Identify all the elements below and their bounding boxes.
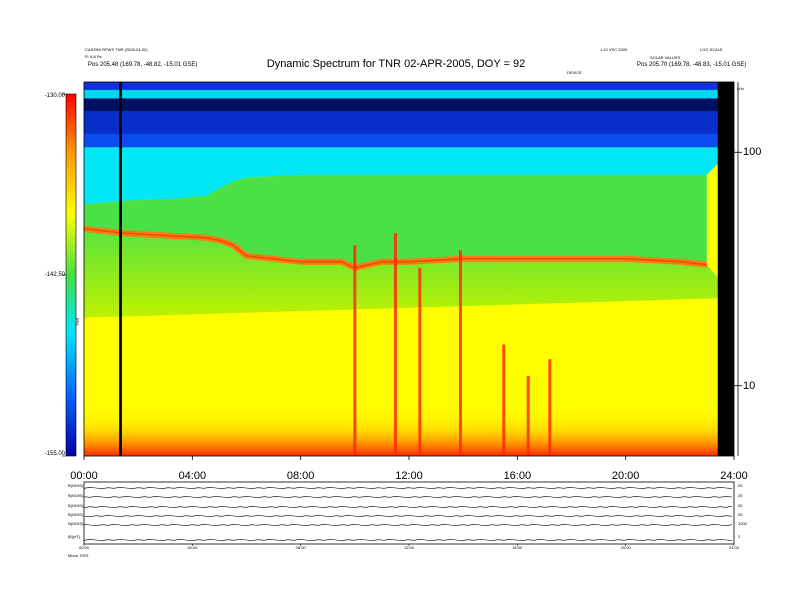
spectrum-top-navy — [84, 98, 734, 112]
header-center-small: DEVICE — [567, 70, 582, 75]
spike-6 — [548, 359, 552, 456]
panel-label-right-5: 1000 — [738, 521, 747, 526]
header-right-line-3: SOLAR VALUES — [650, 55, 681, 60]
header-right-line-4: Pos 205.70 (169.78, -48.83, -15.01 GSE) — [637, 62, 747, 68]
spectrum-top-cyan-stripe — [84, 89, 734, 99]
spectrum-top-blue — [84, 82, 734, 90]
x-tick-24: 24:00 — [720, 470, 748, 482]
bottom-x-tick-20: 20:00 — [620, 545, 631, 550]
header-left-line-1: CASSINI RPWS TNR (2005-04-02) — [85, 47, 148, 52]
bottom-x-ticks — [83, 544, 735, 546]
panel-label-left-6: |B|(nT) — [68, 534, 81, 539]
header-left-line-2: R: 8.8 Rs — [85, 54, 102, 59]
x-tick-00: 00:00 — [70, 470, 98, 482]
chart-title: Dynamic Spectrum for TNR 02-APR-2005, DO… — [266, 58, 526, 70]
x-tick-04: 04:00 — [178, 470, 207, 482]
spike-1 — [393, 233, 397, 456]
x-tick-16: 16:00 — [503, 470, 532, 482]
bottom-x-tick-04: 04:00 — [187, 545, 198, 550]
panel-label-right-4: 25 — [738, 512, 743, 517]
x-ticks — [83, 456, 735, 460]
spike-0 — [353, 245, 357, 456]
colorbar-tick-top: -130.00 — [44, 93, 65, 99]
panel-label-right-1: 25 — [738, 483, 743, 488]
panel-trace-4 — [83, 523, 733, 527]
spectrum-orange-band-core — [83, 228, 707, 269]
x-tick-12: 12:00 — [395, 470, 423, 482]
panel-label-right-6: 2 — [738, 534, 741, 539]
spike-2 — [418, 267, 422, 456]
header-right-line-1: 1.10 VEC 2005 — [600, 47, 628, 52]
freq-tick-10: 10 — [743, 379, 756, 392]
freq-tick-100: 100 — [743, 146, 762, 159]
panel-trace-3 — [83, 514, 733, 518]
panel-trace-0 — [83, 486, 733, 490]
panel-label-left-3: B(NOIS) — [68, 503, 84, 508]
spike-3 — [458, 250, 462, 456]
x-tick-20: 20:00 — [611, 470, 640, 482]
panel-trace-2 — [83, 505, 733, 509]
panel-trace-1 — [83, 495, 733, 499]
header-left-line-3: Pos 205.48 (169.78, -48.82, -15.01 GSE) — [88, 62, 198, 68]
data-gap-1 — [717, 82, 734, 456]
frequency-unit: kHz — [737, 86, 744, 91]
bottom-x-tick-00: 00:00 — [78, 545, 90, 550]
panel-label-right-3: 25 — [738, 503, 743, 508]
bottom-x-tick-12: 12:00 — [403, 545, 415, 550]
spectrum-low-frequency-red — [84, 401, 734, 456]
spectrum-plot — [83, 82, 734, 456]
colorbar-tick-mid: -142.50 — [44, 272, 65, 278]
panel-label-left-4: B(NOIS) — [68, 512, 84, 517]
header-right-line-2: LOG SCALE — [700, 47, 723, 52]
bottom-panel-traces — [83, 486, 733, 542]
panel-label-left-1: B(NOIS) — [68, 483, 84, 488]
bottom-footer: Mbon. ERS — [68, 553, 89, 558]
panel-label-right-2: 25 — [738, 493, 743, 498]
panel-label-left-5: N(NOIS) — [68, 521, 84, 526]
spectrum-blue-dark-band — [84, 111, 734, 134]
colorbar-label: TNR — [75, 318, 80, 326]
bottom-panels — [83, 481, 735, 546]
bottom-panel-frame — [83, 481, 735, 545]
panel-trace-5 — [83, 538, 733, 542]
spectrum-cyan-region — [84, 147, 734, 205]
data-gap-0 — [119, 82, 122, 456]
spike-4 — [502, 344, 506, 456]
spike-5 — [526, 376, 530, 456]
bottom-x-tick-16: 16:00 — [512, 545, 523, 550]
bottom-x-tick-24: 24:00 — [728, 545, 740, 550]
frequency-ticks — [734, 151, 742, 387]
panel-label-left-2: B(NOIS) — [68, 493, 84, 498]
x-tick-08: 08:00 — [286, 470, 315, 482]
bottom-x-tick-08: 08:00 — [295, 545, 306, 550]
spectrum-green-upper — [84, 174, 707, 268]
spectrum-green-region — [84, 228, 734, 318]
colorbar-tick-bottom: -155.00 — [44, 451, 65, 457]
colorbar — [66, 94, 76, 456]
